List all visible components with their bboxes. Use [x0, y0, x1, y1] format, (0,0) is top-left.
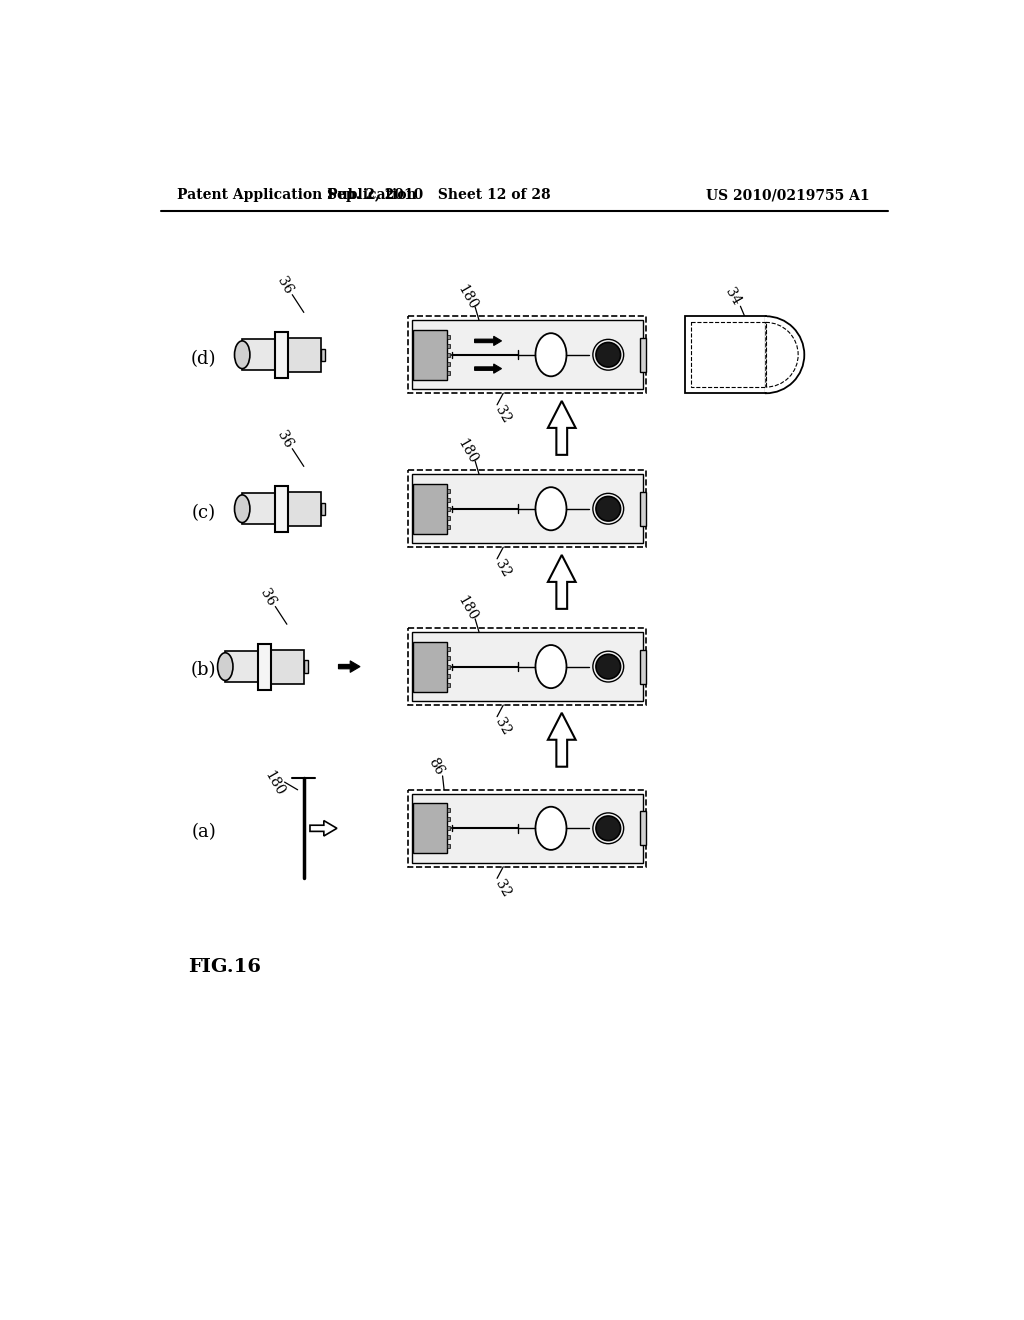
Text: 180: 180: [455, 282, 480, 312]
Text: 36: 36: [274, 429, 295, 450]
Bar: [640, 649, 646, 684]
Polygon shape: [548, 713, 575, 767]
Bar: [412, 474, 643, 544]
Bar: [640, 338, 646, 372]
Bar: [446, 343, 451, 347]
Bar: [446, 488, 451, 492]
Bar: [412, 321, 643, 389]
Ellipse shape: [536, 333, 566, 376]
Bar: [289, 492, 321, 525]
Text: (a): (a): [191, 824, 216, 841]
Circle shape: [596, 655, 621, 678]
Text: FIG.16: FIG.16: [188, 958, 261, 975]
Polygon shape: [548, 554, 575, 609]
Text: 32: 32: [493, 715, 514, 738]
Text: 32: 32: [493, 558, 514, 579]
Text: (c): (c): [191, 504, 216, 521]
Bar: [691, 322, 766, 387]
Bar: [446, 352, 451, 356]
Text: (b): (b): [190, 661, 216, 680]
Bar: [274, 486, 289, 532]
Polygon shape: [474, 364, 502, 374]
Polygon shape: [339, 661, 360, 672]
Text: 36: 36: [274, 275, 295, 297]
Bar: [413, 804, 446, 853]
Bar: [446, 845, 451, 849]
Bar: [640, 492, 646, 525]
Bar: [446, 371, 451, 375]
Bar: [446, 335, 451, 339]
Bar: [446, 836, 451, 840]
Bar: [412, 632, 643, 701]
Bar: [446, 516, 451, 520]
Bar: [446, 682, 451, 686]
Text: 36: 36: [257, 586, 279, 609]
Text: 32: 32: [493, 404, 514, 426]
Bar: [413, 642, 446, 692]
Ellipse shape: [234, 495, 250, 523]
Bar: [765, 317, 767, 392]
Bar: [446, 647, 451, 651]
Polygon shape: [310, 821, 337, 836]
Ellipse shape: [234, 341, 250, 368]
Bar: [408, 317, 646, 393]
Bar: [446, 362, 451, 366]
Text: US 2010/0219755 A1: US 2010/0219755 A1: [707, 189, 869, 202]
Bar: [446, 817, 451, 821]
Bar: [446, 808, 451, 812]
Wedge shape: [766, 317, 804, 393]
Text: 86: 86: [426, 755, 446, 777]
Bar: [413, 483, 446, 533]
Bar: [408, 789, 646, 867]
Bar: [413, 330, 446, 380]
Bar: [304, 660, 308, 673]
Bar: [685, 317, 766, 393]
Text: Patent Application Publication: Patent Application Publication: [177, 189, 417, 202]
Bar: [446, 525, 451, 529]
Bar: [446, 498, 451, 502]
Bar: [321, 503, 326, 515]
Bar: [446, 656, 451, 660]
Bar: [640, 812, 646, 845]
Ellipse shape: [536, 487, 566, 531]
Bar: [408, 470, 646, 548]
Bar: [225, 651, 258, 682]
Text: 180: 180: [455, 594, 480, 624]
Text: (d): (d): [190, 350, 216, 367]
Polygon shape: [474, 337, 502, 346]
Text: 180: 180: [455, 436, 480, 466]
Bar: [446, 673, 451, 677]
Text: 32: 32: [493, 878, 514, 899]
Circle shape: [596, 342, 621, 367]
Bar: [446, 664, 451, 669]
Circle shape: [596, 816, 621, 841]
Text: Sep. 2, 2010   Sheet 12 of 28: Sep. 2, 2010 Sheet 12 of 28: [327, 189, 550, 202]
Bar: [274, 331, 289, 378]
Bar: [408, 628, 646, 705]
Bar: [243, 339, 274, 370]
Bar: [289, 338, 321, 372]
Bar: [271, 649, 304, 684]
Circle shape: [596, 496, 621, 521]
Text: 180: 180: [262, 768, 287, 799]
Text: 34: 34: [722, 285, 743, 308]
Bar: [258, 644, 271, 689]
Bar: [446, 826, 451, 830]
Bar: [412, 793, 643, 863]
Bar: [446, 507, 451, 511]
Bar: [243, 494, 274, 524]
Ellipse shape: [217, 653, 233, 681]
Ellipse shape: [536, 645, 566, 688]
Bar: [321, 348, 326, 360]
Polygon shape: [548, 401, 575, 455]
Ellipse shape: [536, 807, 566, 850]
